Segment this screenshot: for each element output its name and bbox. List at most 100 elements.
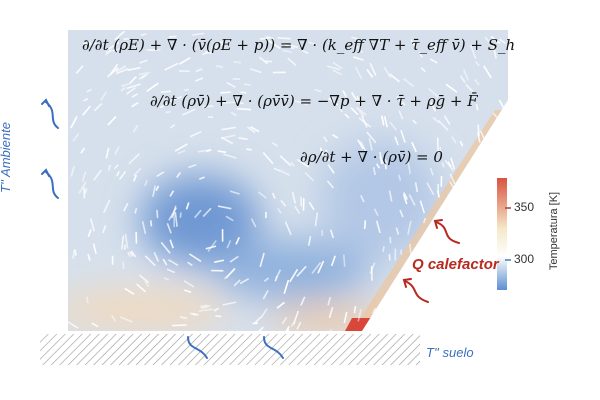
velocity-vector	[351, 36, 359, 40]
velocity-vector	[314, 88, 322, 93]
velocity-vector	[188, 253, 202, 263]
velocity-vector	[162, 258, 168, 266]
velocity-vector	[226, 81, 236, 88]
velocity-vector	[89, 218, 96, 232]
velocity-vector	[379, 156, 385, 165]
velocity-vector	[225, 215, 234, 222]
velocity-vector	[139, 59, 148, 64]
ambient-temperature-label: T'' Ambiente	[0, 122, 13, 193]
velocity-vector	[169, 123, 176, 129]
velocity-vector	[353, 56, 364, 61]
heater-label: Q calefactor	[412, 256, 499, 273]
velocity-vector	[102, 225, 107, 234]
velocity-vector	[168, 95, 183, 103]
velocity-vector	[74, 249, 77, 256]
velocity-vector	[211, 42, 226, 50]
velocity-vector	[442, 277, 446, 291]
velocity-vector	[282, 49, 293, 54]
velocity-vector	[215, 315, 222, 318]
velocity-vector	[152, 185, 156, 197]
velocity-vector	[462, 317, 467, 325]
velocity-vector	[428, 296, 437, 309]
velocity-vector	[398, 110, 404, 120]
velocity-vector	[226, 240, 232, 249]
velocity-vector	[99, 91, 107, 101]
velocity-vector	[383, 116, 389, 128]
velocity-vector	[86, 296, 89, 304]
velocity-vector	[202, 207, 212, 218]
velocity-vector	[411, 312, 416, 327]
velocity-vector	[459, 75, 466, 83]
ambient-heat-arrow-icon	[45, 101, 59, 129]
velocity-vector	[68, 320, 79, 329]
velocity-vector	[229, 255, 239, 263]
velocity-vector	[72, 249, 76, 259]
velocity-vector	[490, 35, 501, 44]
velocity-vector	[115, 65, 127, 73]
velocity-vector	[111, 314, 117, 322]
velocity-vector	[327, 42, 334, 48]
velocity-vector	[160, 90, 171, 94]
velocity-vector	[459, 140, 464, 147]
velocity-vector	[102, 199, 111, 214]
velocity-vector	[382, 321, 387, 328]
velocity-vector	[279, 155, 292, 167]
velocity-vector	[127, 66, 141, 72]
velocity-vector	[144, 280, 150, 287]
velocity-vector	[182, 108, 196, 116]
velocity-vector	[342, 254, 346, 267]
velocity-vector	[373, 208, 379, 216]
velocity-vector	[185, 202, 190, 210]
velocity-vector	[308, 41, 317, 46]
velocity-vector	[198, 308, 214, 312]
velocity-vector	[373, 38, 380, 43]
velocity-vector	[438, 272, 442, 279]
velocity-vector	[329, 229, 335, 239]
velocity-vector	[353, 305, 357, 314]
velocity-vector	[439, 146, 442, 153]
velocity-vector	[277, 36, 291, 40]
velocity-vector	[402, 306, 405, 320]
velocity-vector	[171, 205, 177, 219]
velocity-vector	[330, 255, 336, 267]
velocity-vector	[78, 181, 87, 194]
velocity-vector	[129, 76, 137, 84]
velocity-vector	[136, 283, 146, 293]
velocity-vector	[498, 99, 505, 109]
velocity-vector	[430, 43, 439, 52]
velocity-vector	[327, 164, 335, 174]
velocity-vector	[238, 137, 248, 141]
velocity-vector	[233, 279, 241, 287]
velocity-vector	[235, 237, 240, 245]
velocity-vector	[138, 74, 146, 80]
velocity-vector	[254, 326, 264, 331]
velocity-vector	[444, 159, 455, 172]
velocity-vector	[441, 162, 445, 168]
velocity-vector	[169, 35, 177, 38]
velocity-vector	[195, 68, 203, 73]
floor-heat-arrow-icon	[187, 336, 208, 359]
velocity-vector	[236, 101, 244, 105]
velocity-vector	[195, 77, 204, 82]
velocity-vector	[131, 101, 139, 108]
velocity-vector	[189, 312, 196, 317]
velocity-vector	[160, 241, 171, 254]
velocity-vector	[155, 185, 160, 192]
floor-hatched	[40, 334, 420, 365]
velocity-vector	[430, 102, 437, 112]
velocity-vector	[369, 318, 376, 327]
velocity-vector	[153, 252, 160, 262]
velocity-vector	[289, 268, 299, 283]
velocity-vector	[119, 316, 133, 323]
velocity-vector	[199, 176, 205, 180]
velocity-vector	[86, 88, 92, 93]
velocity-vector	[418, 51, 423, 58]
velocity-vector	[222, 301, 237, 306]
velocity-vector	[164, 62, 179, 71]
velocity-vector	[492, 243, 496, 253]
velocity-vector	[114, 146, 120, 155]
velocity-vector	[220, 136, 234, 145]
velocity-vector	[332, 69, 342, 76]
velocity-vector	[456, 198, 460, 212]
velocity-vector	[363, 220, 367, 229]
